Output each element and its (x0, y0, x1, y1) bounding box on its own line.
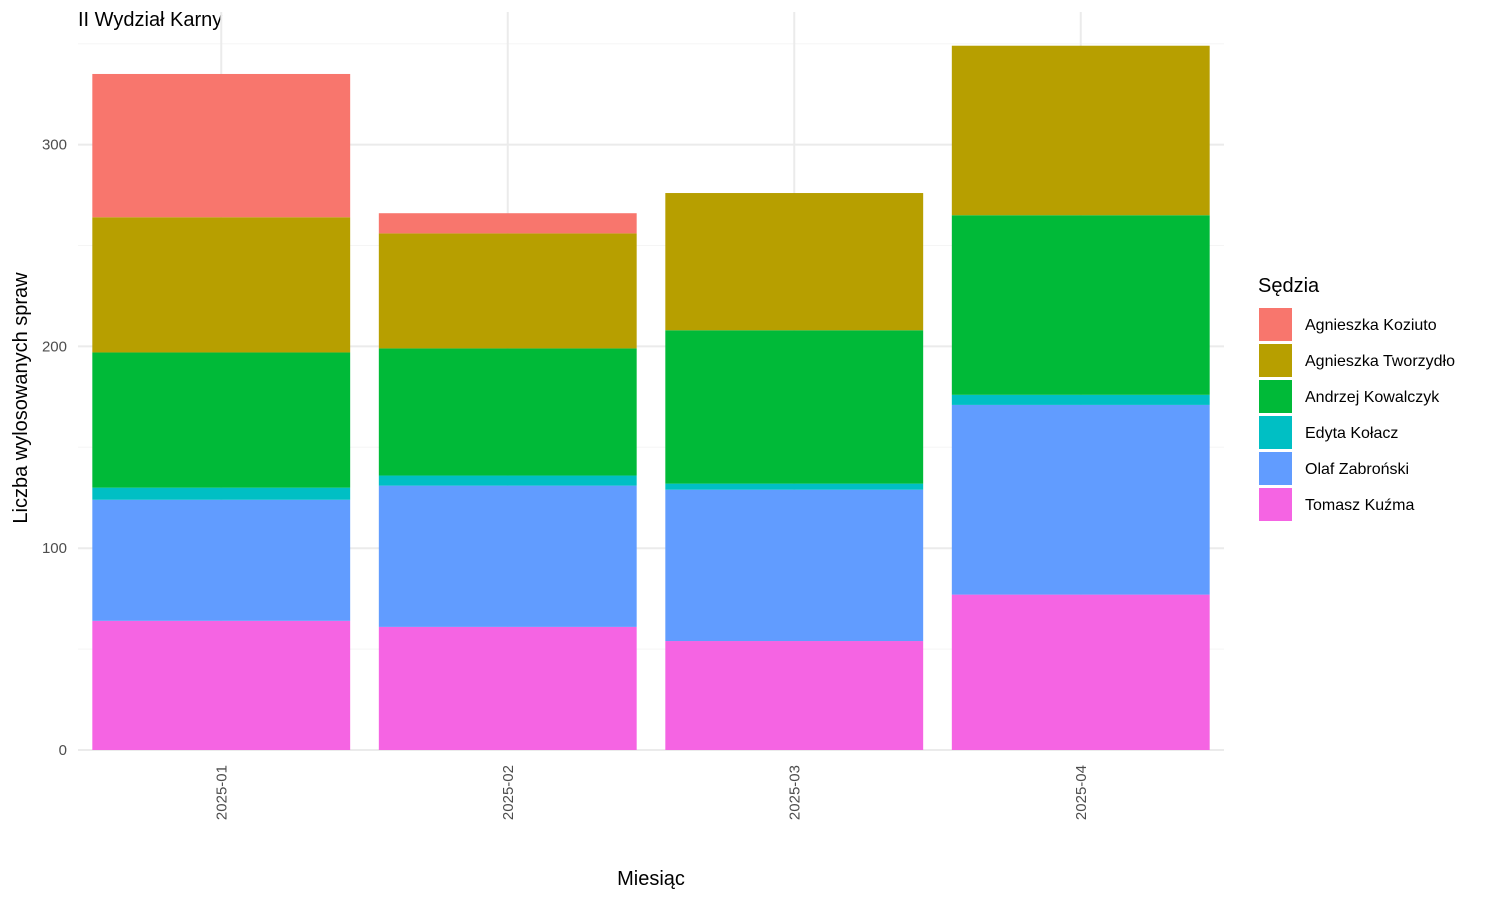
bar-segment (665, 483, 924, 490)
legend-swatch (1259, 344, 1292, 377)
y-tick-label: 100 (42, 540, 67, 557)
legend-label: Edyta Kołacz (1305, 425, 1398, 442)
bar-segment (92, 217, 351, 353)
bar-segment (378, 626, 637, 750)
x-axis-title: Miesiąc (617, 868, 685, 890)
legend-swatch (1259, 416, 1292, 449)
legend-label: Agnieszka Koziuto (1305, 317, 1437, 334)
bar-segment (951, 45, 1210, 216)
bar-segment (92, 73, 351, 218)
legend-title: Sędzia (1258, 275, 1320, 297)
legend-swatch (1259, 308, 1292, 341)
bar-segment (665, 489, 924, 642)
legend-label: Agnieszka Tworzydło (1305, 353, 1455, 370)
bar-segment (378, 475, 637, 486)
legend-label: Olaf Zabroński (1305, 461, 1409, 478)
x-tick-label: 2025-02 (500, 765, 517, 820)
legend-label: Andrzej Kowalczyk (1305, 389, 1440, 406)
bar-segment (378, 348, 637, 476)
legend-swatch (1259, 488, 1292, 521)
y-tick-label: 200 (42, 338, 67, 355)
x-tick-label: 2025-04 (1073, 765, 1090, 820)
legend-swatch (1259, 452, 1292, 485)
x-axis-ticks: 2025-01 2025-02 2025-03 2025-04 (213, 765, 1090, 820)
chart-title: II Wydział Karny (78, 9, 222, 31)
legend: Sędzia Agnieszka Koziuto Agnieszka Tworzy… (1258, 275, 1455, 521)
bar-segment (378, 233, 637, 349)
bar-segment (378, 485, 637, 627)
bar-segment (92, 620, 351, 750)
legend-items: Agnieszka Koziuto Agnieszka Tworzydło Andr… (1259, 308, 1455, 521)
x-tick-label: 2025-03 (786, 765, 803, 820)
bar-segment (951, 394, 1210, 405)
bar-segment (951, 594, 1210, 750)
bar-segment (951, 404, 1210, 595)
y-tick-label: 0 (59, 742, 67, 759)
bar-segment (665, 193, 924, 331)
bar-segment (92, 499, 351, 621)
bar-segment (665, 330, 924, 484)
y-axis-title: Liczba wylosowanych spraw (10, 272, 32, 524)
bars (92, 45, 1210, 750)
bar-segment (665, 641, 924, 750)
legend-swatch (1259, 380, 1292, 413)
x-tick-label: 2025-01 (213, 765, 230, 820)
bar-segment (951, 215, 1210, 395)
bar-segment (378, 213, 637, 234)
y-tick-label: 300 (42, 137, 67, 154)
bar-segment (92, 487, 351, 500)
legend-label: Tomasz Kuźma (1305, 497, 1414, 514)
bar-segment (92, 352, 351, 488)
y-axis-ticks: 0 100 200 300 (42, 137, 67, 759)
